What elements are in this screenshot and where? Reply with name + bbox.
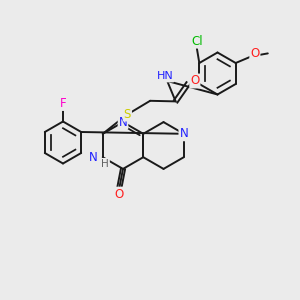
Text: N: N [179,127,188,140]
Text: S: S [124,107,131,121]
Text: F: F [60,97,66,110]
Text: Cl: Cl [192,34,203,48]
Text: H: H [101,159,109,169]
Text: N: N [88,151,97,164]
Text: HN: HN [157,71,173,82]
Text: O: O [190,74,200,88]
Text: O: O [250,47,260,60]
Text: O: O [115,188,124,201]
Text: N: N [118,116,127,129]
